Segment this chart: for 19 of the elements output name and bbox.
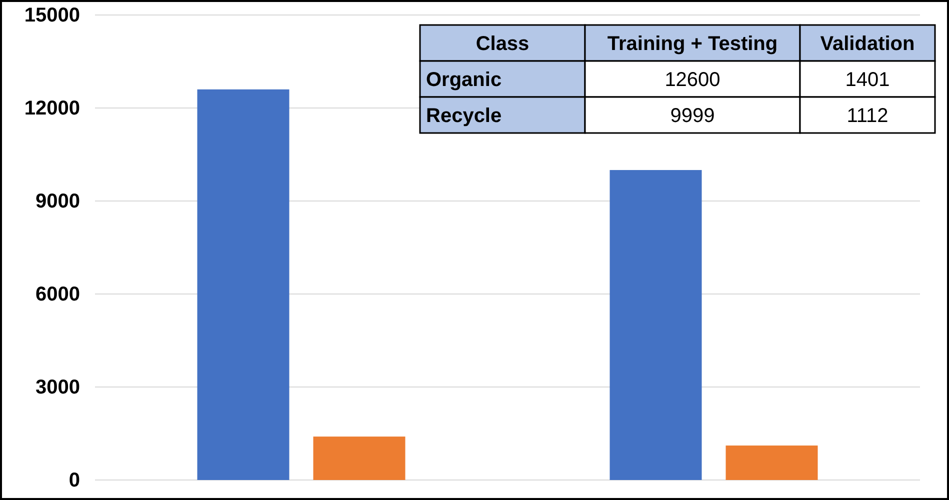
bar bbox=[726, 446, 818, 480]
x-tick-label: Validation bbox=[820, 33, 915, 56]
bar bbox=[313, 436, 406, 480]
y-tick-label: Organic bbox=[426, 69, 502, 92]
bar bbox=[197, 89, 290, 480]
data-label: 12600 bbox=[664, 69, 720, 92]
y-tick-label: Recycle bbox=[426, 105, 502, 128]
y-tick-label: 12000 bbox=[24, 97, 80, 120]
data-label: 9999 bbox=[670, 105, 715, 128]
y-axis-title: Class bbox=[476, 33, 530, 56]
y-tick-label: 0 bbox=[68, 469, 80, 492]
y-tick-label: 6000 bbox=[36, 283, 80, 306]
data-label: 1112 bbox=[846, 105, 888, 128]
x-tick-label: Training + Testing bbox=[607, 33, 778, 56]
data-label: 1401 bbox=[845, 69, 890, 92]
bar bbox=[610, 170, 702, 480]
y-tick-label: 3000 bbox=[36, 376, 80, 398]
y-tick-label: 9000 bbox=[36, 190, 80, 212]
y-tick-label: 15000 bbox=[24, 4, 80, 26]
